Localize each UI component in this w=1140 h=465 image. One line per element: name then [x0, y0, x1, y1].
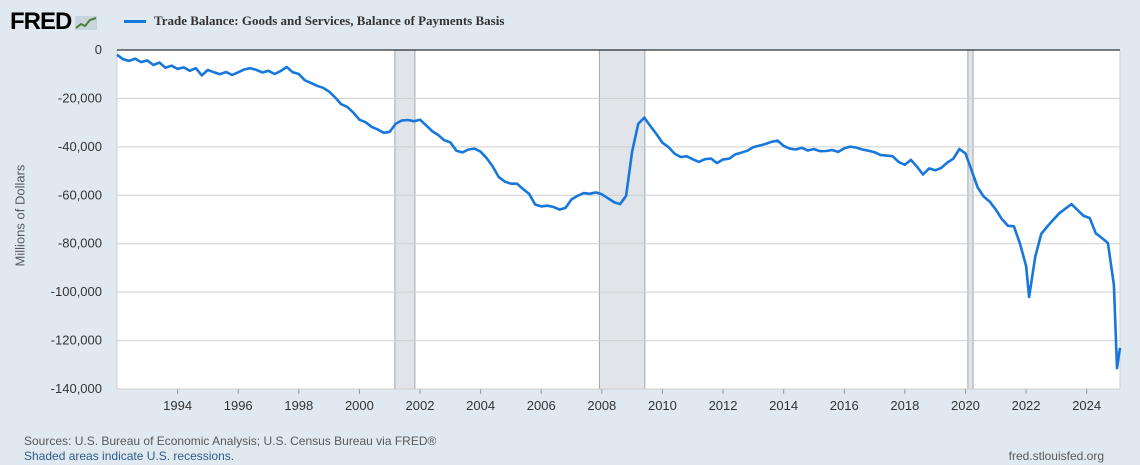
- site-link[interactable]: fred.stlouisfed.org: [1008, 449, 1104, 463]
- trade-balance-line[interactable]: [116, 53, 1122, 370]
- logo-text: FRED: [10, 8, 72, 35]
- x-tick-label: 2014: [769, 398, 798, 413]
- recession-note: Shaded areas indicate U.S. recessions.: [24, 449, 235, 463]
- x-tick-label: 2024: [1072, 398, 1101, 413]
- x-tick-label: 2020: [951, 398, 980, 413]
- x-tick-label: 2018: [890, 398, 919, 413]
- gridlines: [116, 50, 1121, 390]
- y-axis-ticks: 0 -20,000 -40,000 -60,000 -80,000 -100,000 -12…: [51, 42, 102, 396]
- x-tick-label: 2022: [1012, 398, 1041, 413]
- y-tick-label: -140,000: [51, 381, 102, 396]
- y-tick-label: -120,000: [51, 333, 102, 348]
- x-tick-label: 2016: [830, 398, 859, 413]
- recession-band: [598, 49, 646, 390]
- x-tick-label: 2012: [709, 398, 738, 413]
- x-axis-ticks: 1994 1996 1998 2000 2002 2004 2006 2008 2010 2012…: [163, 389, 1101, 413]
- y-tick-label: -100,000: [51, 284, 102, 299]
- x-tick-label: 1994: [163, 398, 192, 413]
- y-tick-label: -80,000: [58, 236, 102, 251]
- graph-icon: [75, 15, 98, 30]
- x-tick-label: 1996: [224, 398, 253, 413]
- legend-series-label[interactable]: Trade Balance: Goods and Services, Balan…: [154, 13, 505, 28]
- recession-shading: [394, 49, 974, 390]
- source-note: Sources: U.S. Bureau of Economic Analysi…: [24, 434, 437, 448]
- y-tick-label: 0: [95, 42, 102, 57]
- x-tick-label: 2008: [587, 398, 616, 413]
- y-tick-label: -60,000: [58, 187, 102, 202]
- x-tick-label: 2000: [345, 398, 374, 413]
- y-tick-label: -40,000: [58, 139, 102, 154]
- recession-band: [394, 49, 416, 390]
- x-tick-label: 2002: [406, 398, 435, 413]
- x-tick-label: 2010: [648, 398, 677, 413]
- x-tick-label: 2004: [466, 398, 495, 413]
- recession-band: [967, 49, 974, 390]
- legend-swatch: [124, 19, 146, 23]
- x-tick-label: 2006: [527, 398, 556, 413]
- y-tick-label: -20,000: [58, 90, 102, 105]
- fred-logo[interactable]: FRED: [10, 8, 98, 36]
- chart-legend: Trade Balance: Goods and Services, Balan…: [124, 13, 504, 29]
- x-tick-label: 1998: [284, 398, 313, 413]
